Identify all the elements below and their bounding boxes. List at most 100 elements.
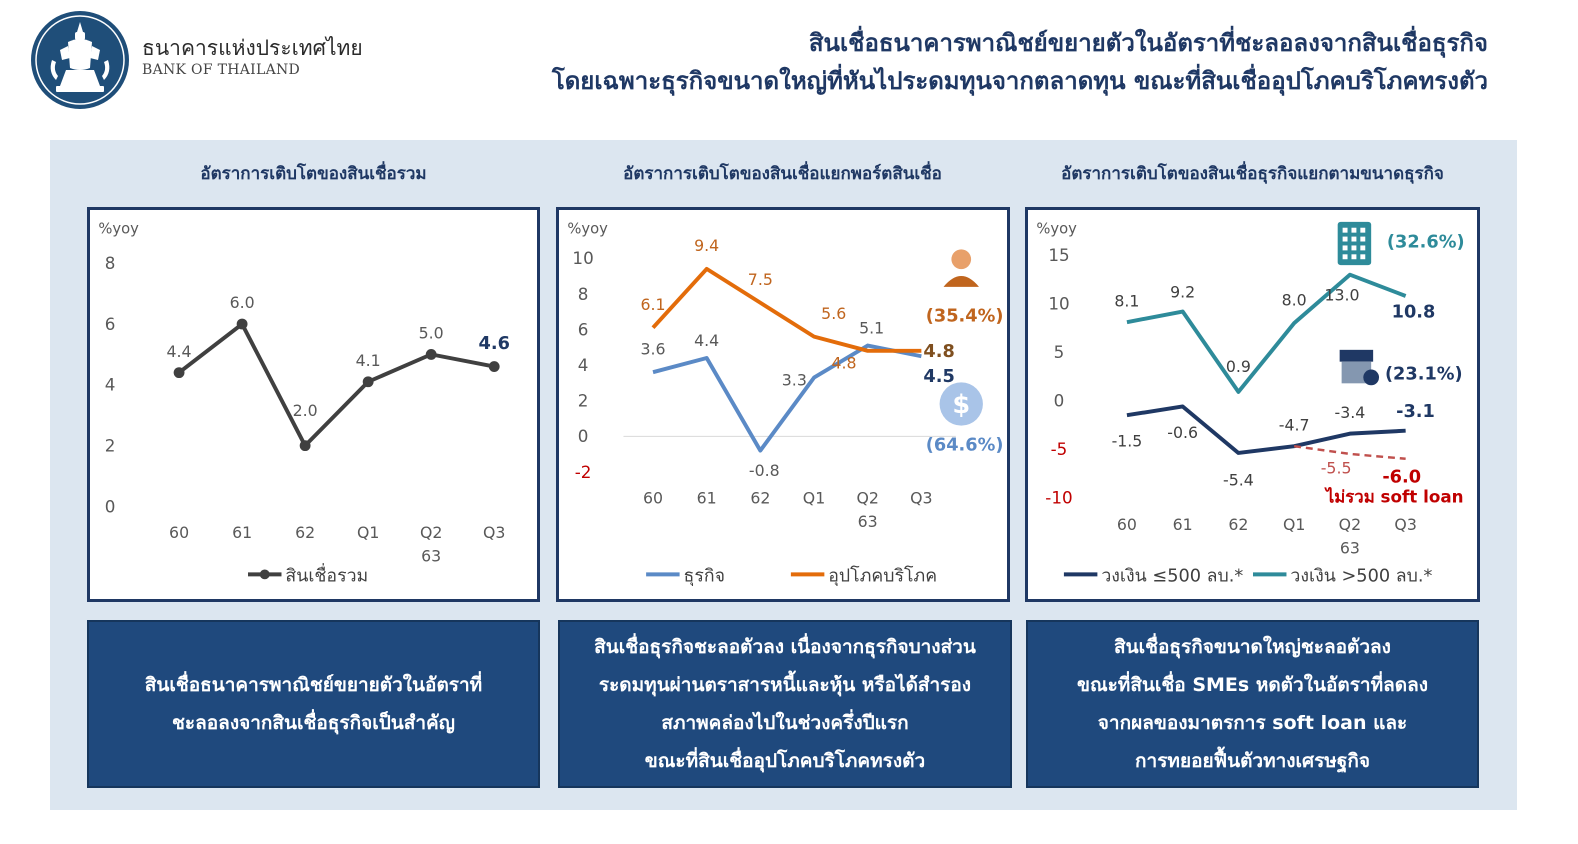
x-tick-label: Q2 [420,523,442,542]
legend-label: วงเงิน >500 ลบ.* [1290,566,1432,586]
chart2-subtitle: อัตราการเติบโตของสินเชื่อแยกพอร์ตสินเชื่… [623,164,942,184]
total-loan-growth-chart: %yoy 0 2 4 6 8 60 61 62 Q1 Q2 Q3 63 4.4 6.0 2.0 4.1 5.0 4.… [87,207,540,602]
building-icon [1337,221,1372,266]
chart1-subtitle: อัตราการเติบโตของสินเชื่อรวม [200,164,427,184]
consumer-loan-data-label: 6.1 [640,295,665,314]
total-loan-point [299,440,311,452]
chart3-note: สินเชื่อธุรกิจขนาดใหญ่ชะลอตัวลง ขณะที่สิ… [1026,620,1479,788]
large-business-data-label: 8.1 [1114,291,1139,310]
y-tick-label: 0 [105,496,116,516]
y-tick-label: 10 [572,248,593,268]
consumer-loan-data-label: 9.4 [694,236,719,255]
business-loan-share-label: (64.6%) [926,435,1004,455]
soft-loan-annotation: ไม่รวม soft loan [1324,486,1464,506]
x-tick-label: 61 [232,523,252,542]
legend-label: วงเงิน ≤500 ลบ.* [1101,566,1243,586]
consumer-loan-data-label: 5.6 [821,304,846,323]
chart3-note-line: สินเชื่อธุรกิจขนาดใหญ่ชะลอตัวลง [1114,636,1391,658]
x-tick-label: 60 [169,523,189,542]
loan-portfolio-growth-chart: %yoy -2 0 2 4 6 8 10 60 61 62 Q1 Q2 Q3 63 3.6 4.4 -0.8 3.3… [556,207,1010,602]
chart2-note-line: ระดมทุนผ่านตราสารหนี้และหุ้น หรือได้สำรอ… [598,674,972,696]
y-tick-label: 8 [105,253,116,273]
large-business-data-label: 13.0 [1324,285,1359,304]
consumer-loan-data-label: 4.8 [832,354,857,373]
org-name-english: BANK OF THAILAND [142,62,301,78]
consumer-loan-data-label: 4.8 [923,342,954,362]
large-business-data-label: 8.0 [1282,290,1307,309]
total-loan-data-label: 2.0 [293,401,318,420]
total-loan-point [362,376,374,388]
y-axis-unit-label: %yoy [98,221,139,238]
shop-icon [1339,349,1380,386]
total-loan-point [236,318,248,330]
x-tick-label: Q2 [1339,515,1361,534]
business-dollar-icon: $ [939,382,983,426]
x-tick-label: 62 [750,488,770,507]
y-tick-label: -2 [575,462,592,482]
x-tick-label: Q1 [357,523,379,542]
sme-excl-soft-loan-line [1293,444,1406,460]
chart2-note: สินเชื่อธุรกิจชะลอตัวลง เนื่องจากธุรกิจบ… [558,620,1012,788]
total-loan-growth-plot: %yoy 0 2 4 6 8 60 61 62 Q1 Q2 Q3 63 4.4 6.0 2.0 4.1 5.0 4.… [98,221,510,587]
y-tick-label: 2 [578,391,589,411]
y-tick-label: 0 [578,426,589,446]
chart2-note-line: สินเชื่อธุรกิจชะลอตัวลง เนื่องจากธุรกิจบ… [594,636,976,658]
total-loan-line [177,322,495,448]
x-tick-label: Q3 [483,523,505,542]
y-tick-label: 15 [1048,245,1069,265]
x-tick-label: Q3 [910,488,932,507]
x-tick-label: 62 [295,523,315,542]
org-name-thai: ธนาคารแห่งประเทศไทย [142,36,363,60]
consumer-person-icon [943,249,979,287]
legend-label: อุปโภคบริโภค [828,565,937,586]
x-group-label: 63 [421,547,441,566]
chart3-note-line: ขณะที่สินเชื่อ SMEs หดตัวในอัตราที่ลดลง [1076,674,1429,696]
x-tick-label: 60 [1117,515,1137,534]
sme-share-label: (23.1%) [1385,364,1463,384]
x-tick-label: Q1 [803,488,825,507]
total-loan-data-label: 4.6 [479,334,510,354]
x-group-label: 63 [858,512,878,531]
total-loan-data-label: 6.0 [230,293,255,312]
x-tick-label: Q1 [1283,515,1305,534]
business-loan-data-label: 3.6 [640,340,665,359]
y-axis-unit-label: %yoy [567,221,608,238]
business-size-growth-plot: %yoy -10 -5 0 5 10 15 60 61 62 Q1 Q2 Q3 63 8.1 9.2 0.9 8.… [1036,221,1465,587]
legend-marker [259,569,270,580]
chart1-note-line: สินเชื่อธนาคารพาณิชย์ขยายตัวในอัตราที่ [144,674,483,696]
x-group-label: 63 [1340,539,1360,558]
y-tick-label: 4 [578,355,589,375]
headline-line-1: สินเชื่อธนาคารพาณิชย์ขยายตัวในอัตราที่ชะ… [808,29,1488,57]
sme-loan-line [1126,404,1406,455]
x-tick-label: 61 [1173,515,1193,534]
y-tick-label: 0 [1054,391,1065,411]
y-tick-label: -10 [1045,487,1072,507]
total-loan-data-label: 5.0 [419,324,444,343]
y-tick-label: 8 [578,284,589,304]
y-axis-unit-label: %yoy [1036,221,1077,238]
chart1-note: สินเชื่อธนาคารพาณิชย์ขยายตัวในอัตราที่ ช… [87,620,540,788]
y-tick-label: -5 [1051,439,1068,459]
chart3-note-line: การทยอยฟื้นตัวทางเศรษฐกิจ [1135,750,1370,772]
sme-data-label: -3.1 [1396,402,1435,422]
chart3-note-line: จากผลของมาตรการ soft loan และ [1097,712,1408,734]
sme-data-label: -3.4 [1335,403,1366,422]
consumer-loan-share-label: (35.4%) [926,306,1004,326]
large-business-share-label: (32.6%) [1387,232,1465,252]
sme-data-label: -1.5 [1112,432,1143,451]
chart3-subtitle: อัตราการเติบโตของสินเชื่อธุรกิจแยกตามขนา… [1061,164,1444,184]
total-loan-point [173,367,185,379]
large-business-data-label: 10.8 [1392,303,1436,323]
total-loan-data-label: 4.4 [167,342,192,361]
bank-of-thailand-logo-icon [31,11,129,109]
soft-loan-data-label: -5.5 [1321,459,1352,478]
sme-data-label: -5.4 [1223,470,1254,489]
headline-line-2: โดยเฉพาะธุรกิจขนาดใหญ่ที่หันไประดมทุนจาก… [551,67,1488,95]
total-loan-data-label: 4.1 [356,351,381,370]
total-loan-point [488,361,500,372]
business-loan-line [652,343,922,453]
chart2-note-line: สภาพคล่องไปในช่วงครึ่งปีแรก [661,712,909,734]
page-headline: สินเชื่อธนาคารพาณิชย์ขยายตัวในอัตราที่ชะ… [438,24,1488,100]
consumer-loan-line [651,266,922,353]
sme-data-label: -0.6 [1167,423,1198,442]
